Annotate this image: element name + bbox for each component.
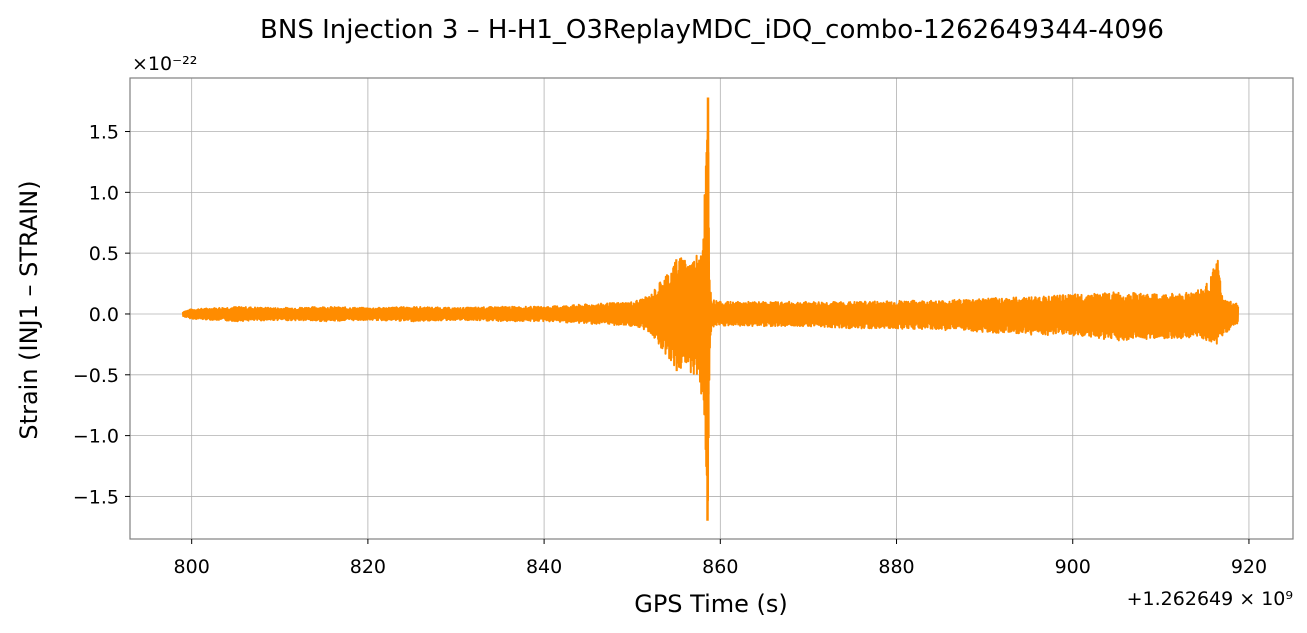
y-axis-label: Strain (INJ1 – STRAIN) <box>15 180 43 439</box>
x-tick-label: 920 <box>1231 556 1267 578</box>
late-peak-line <box>674 259 678 372</box>
x-axis-label: GPS Time (s) <box>634 590 788 618</box>
x-tick-label: 840 <box>526 556 562 578</box>
plot-series <box>181 97 1240 521</box>
plot-area-frame <box>129 77 1294 540</box>
y-tick-label: 1.5 <box>89 122 119 144</box>
chart-title: BNS Injection 3 – H-H1_O3ReplayMDC_iDQ_c… <box>260 15 1164 45</box>
y-tick-label: −1.5 <box>73 486 119 508</box>
y-axis-multiplier: ×10⁻²² <box>132 53 197 75</box>
x-tick-label: 820 <box>350 556 386 578</box>
x-axis-ticks: 800 820 840 860 880 900 920 <box>174 539 1267 578</box>
x-tick-label: 880 <box>878 556 914 578</box>
y-axis-ticks: −1.5 −1.0 −0.5 0.0 0.5 1.0 1.5 <box>73 122 130 508</box>
merger-peak-line <box>706 97 710 521</box>
y-tick-label: 0.5 <box>89 243 119 265</box>
strain-series-line <box>181 131 1240 502</box>
y-tick-label: 1.0 <box>89 182 119 204</box>
x-axis-offset: +1.262649 × 10⁹ <box>1127 588 1293 610</box>
x-tick-label: 800 <box>174 556 210 578</box>
x-tick-label: 860 <box>702 556 738 578</box>
x-tick-label: 900 <box>1055 556 1091 578</box>
y-tick-label: −0.5 <box>73 365 119 387</box>
y-tick-label: −1.0 <box>73 426 119 448</box>
y-tick-label: 0.0 <box>89 304 119 326</box>
